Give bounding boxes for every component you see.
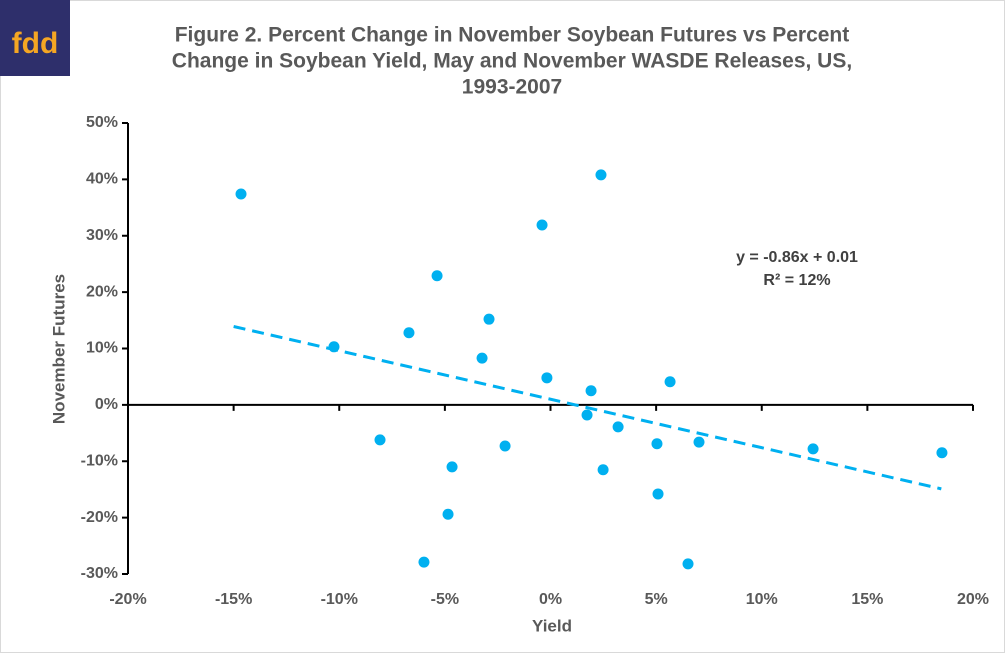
x-tick-label: 15% <box>851 591 883 608</box>
y-tick-label: -30% <box>81 565 118 582</box>
point <box>651 438 663 450</box>
point <box>541 372 553 384</box>
point <box>597 464 609 476</box>
point <box>936 447 948 459</box>
point <box>374 434 386 446</box>
point <box>403 327 415 339</box>
point <box>476 352 488 364</box>
r-squared: R² = 12% <box>763 272 830 289</box>
x-tick-label: -15% <box>215 591 252 608</box>
point <box>328 341 340 353</box>
x-tick-label: -5% <box>431 591 459 608</box>
y-tick-label: 30% <box>86 227 118 244</box>
point <box>664 376 676 388</box>
y-axis-title: November Futures <box>49 274 68 424</box>
y-tick-label: 0% <box>95 396 118 413</box>
point <box>581 409 593 421</box>
logo-box <box>0 0 70 76</box>
y-tick-label: 50% <box>86 114 118 131</box>
y-tick-label: 20% <box>86 283 118 300</box>
chart-title: Figure 2. Percent Change in November Soy… <box>175 24 850 47</box>
point <box>807 443 819 455</box>
x-tick-label: 5% <box>645 591 668 608</box>
y-tick-label: 10% <box>86 340 118 357</box>
chart-title: 1993-2007 <box>462 76 562 99</box>
point <box>585 385 597 397</box>
y-tick-label: 40% <box>86 171 118 188</box>
x-tick-label: -10% <box>321 591 358 608</box>
point <box>682 558 694 570</box>
y-tick-label: -10% <box>81 452 118 469</box>
point <box>483 313 495 325</box>
point <box>442 508 454 520</box>
point <box>612 421 624 433</box>
point <box>431 270 443 282</box>
x-axis-title: Yield <box>532 616 572 635</box>
logo: fdd <box>12 27 59 60</box>
x-tick-label: -20% <box>109 591 146 608</box>
chart-title: Change in Soybean Yield, May and Novembe… <box>172 50 852 73</box>
x-tick-label: 20% <box>957 591 989 608</box>
point <box>595 169 607 181</box>
x-tick-label: 10% <box>746 591 778 608</box>
trendline <box>233 325 942 491</box>
x-tick-label: 0% <box>539 591 562 608</box>
point <box>418 556 430 568</box>
point <box>652 488 664 500</box>
point <box>235 188 247 200</box>
y-tick-label: -20% <box>81 509 118 526</box>
point <box>536 219 548 231</box>
point <box>446 461 458 473</box>
point <box>499 440 511 452</box>
point <box>693 436 705 448</box>
equation: y = -0.86x + 0.01 <box>736 249 858 266</box>
